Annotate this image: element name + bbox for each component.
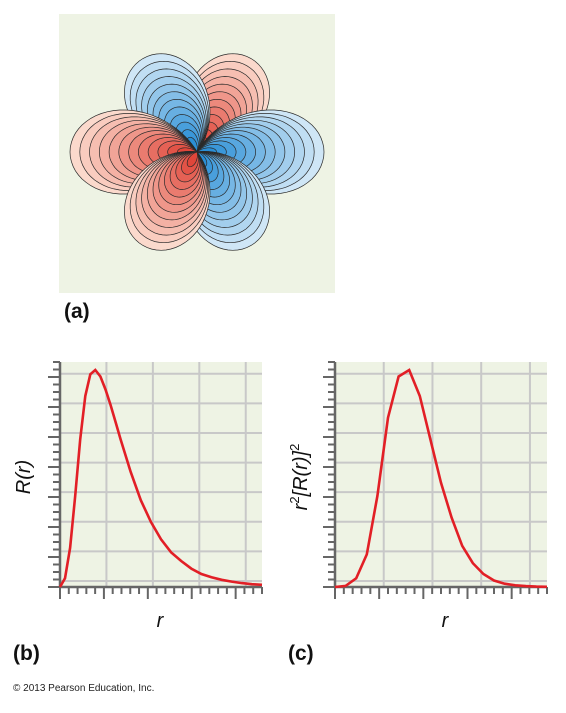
chart-b-series-line	[58, 368, 263, 588]
panel-a-label: (a)	[64, 300, 90, 323]
chart-b: r R(r)	[13, 361, 263, 632]
copyright-notice: © 2013 Pearson Education, Inc.	[13, 683, 155, 694]
chart-c-ylabel-main: [R(r)]	[290, 450, 312, 497]
chart-b-plot-area	[60, 362, 262, 587]
chart-c-plot-area	[335, 362, 547, 587]
chart-c-ylabel: r2[R(r)]2	[287, 444, 312, 511]
chart-c-xlabel: r	[442, 610, 450, 632]
panel-b-label: (b)	[13, 642, 40, 665]
contour-line	[186, 151, 198, 168]
chart-b-grid	[60, 362, 262, 587]
chart-c-ylabel-sup2: 2	[287, 444, 302, 451]
chart-c: r r2[R(r)]2	[287, 361, 548, 632]
chart-b-ticks	[48, 361, 263, 599]
chart-c-grid	[335, 362, 547, 587]
orbital-contour-diagram	[59, 14, 335, 293]
chart-c-series-line	[334, 368, 548, 589]
chart-b-ylabel: R(r)	[13, 460, 35, 494]
chart-c-ylabel-sup1: 2	[287, 496, 302, 503]
chart-b-xlabel: r	[157, 610, 165, 632]
chart-c-ticks	[323, 361, 548, 599]
positive-lobe	[124, 151, 211, 251]
panel-c-label: (c)	[288, 642, 314, 665]
chart-c-ylabel-r: r	[290, 502, 312, 510]
orbital-lobes	[69, 53, 325, 251]
